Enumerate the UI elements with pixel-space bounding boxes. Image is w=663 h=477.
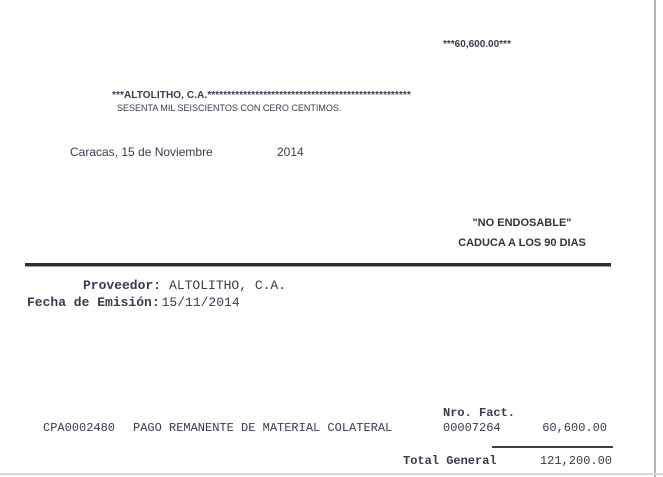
check-year: 2014 [277,145,304,159]
issue-date-value: 15/11/2014 [161,295,240,310]
page-bottom-edge-line [0,473,663,475]
issue-date-label: Fecha de Emisión: [27,295,160,310]
section-divider-line [25,263,611,267]
caduca-line: CADUCA A LOS 90 DIAS [458,237,586,249]
supplier-label: Proveedor: [83,278,162,293]
check-amount-in-words: SESENTA MIL SEISCIENTOS CON CERO CENTIMO… [117,103,342,113]
detail-invoice-number: 00007264 [443,421,501,435]
page-right-edge-line [654,0,656,477]
check-payee-line: ***ALTOLITHO, C.A.**********************… [112,90,411,101]
check-city-date: Caracas, 15 de Noviembre [70,145,213,159]
check-amount-figures: ***60,600.00*** [443,39,511,50]
detail-amount: 60,600.00 [542,421,607,435]
issue-date-row: Fecha de Emisión: 15/11/2014 [27,295,240,310]
invoice-number-column-header: Nro. Fact. [443,406,516,420]
total-general-value: 121,200.00 [539,454,612,468]
supplier-value: ALTOLITHO, C.A. [169,278,287,293]
detail-description: PAGO REMANENTE DE MATERIAL COLATERAL [133,421,393,435]
no-endosable-line: "NO ENDOSABLE" [472,217,572,229]
supplier-row: Proveedor: ALTOLITHO, C.A. [83,278,286,293]
total-general-label: Total General [403,454,497,468]
total-rule-line [492,446,613,448]
detail-document-number: CPA0002480 [43,421,116,435]
check-restriction-stamp: "NO ENDOSABLE" CADUCA A LOS 90 DIAS [452,213,592,253]
